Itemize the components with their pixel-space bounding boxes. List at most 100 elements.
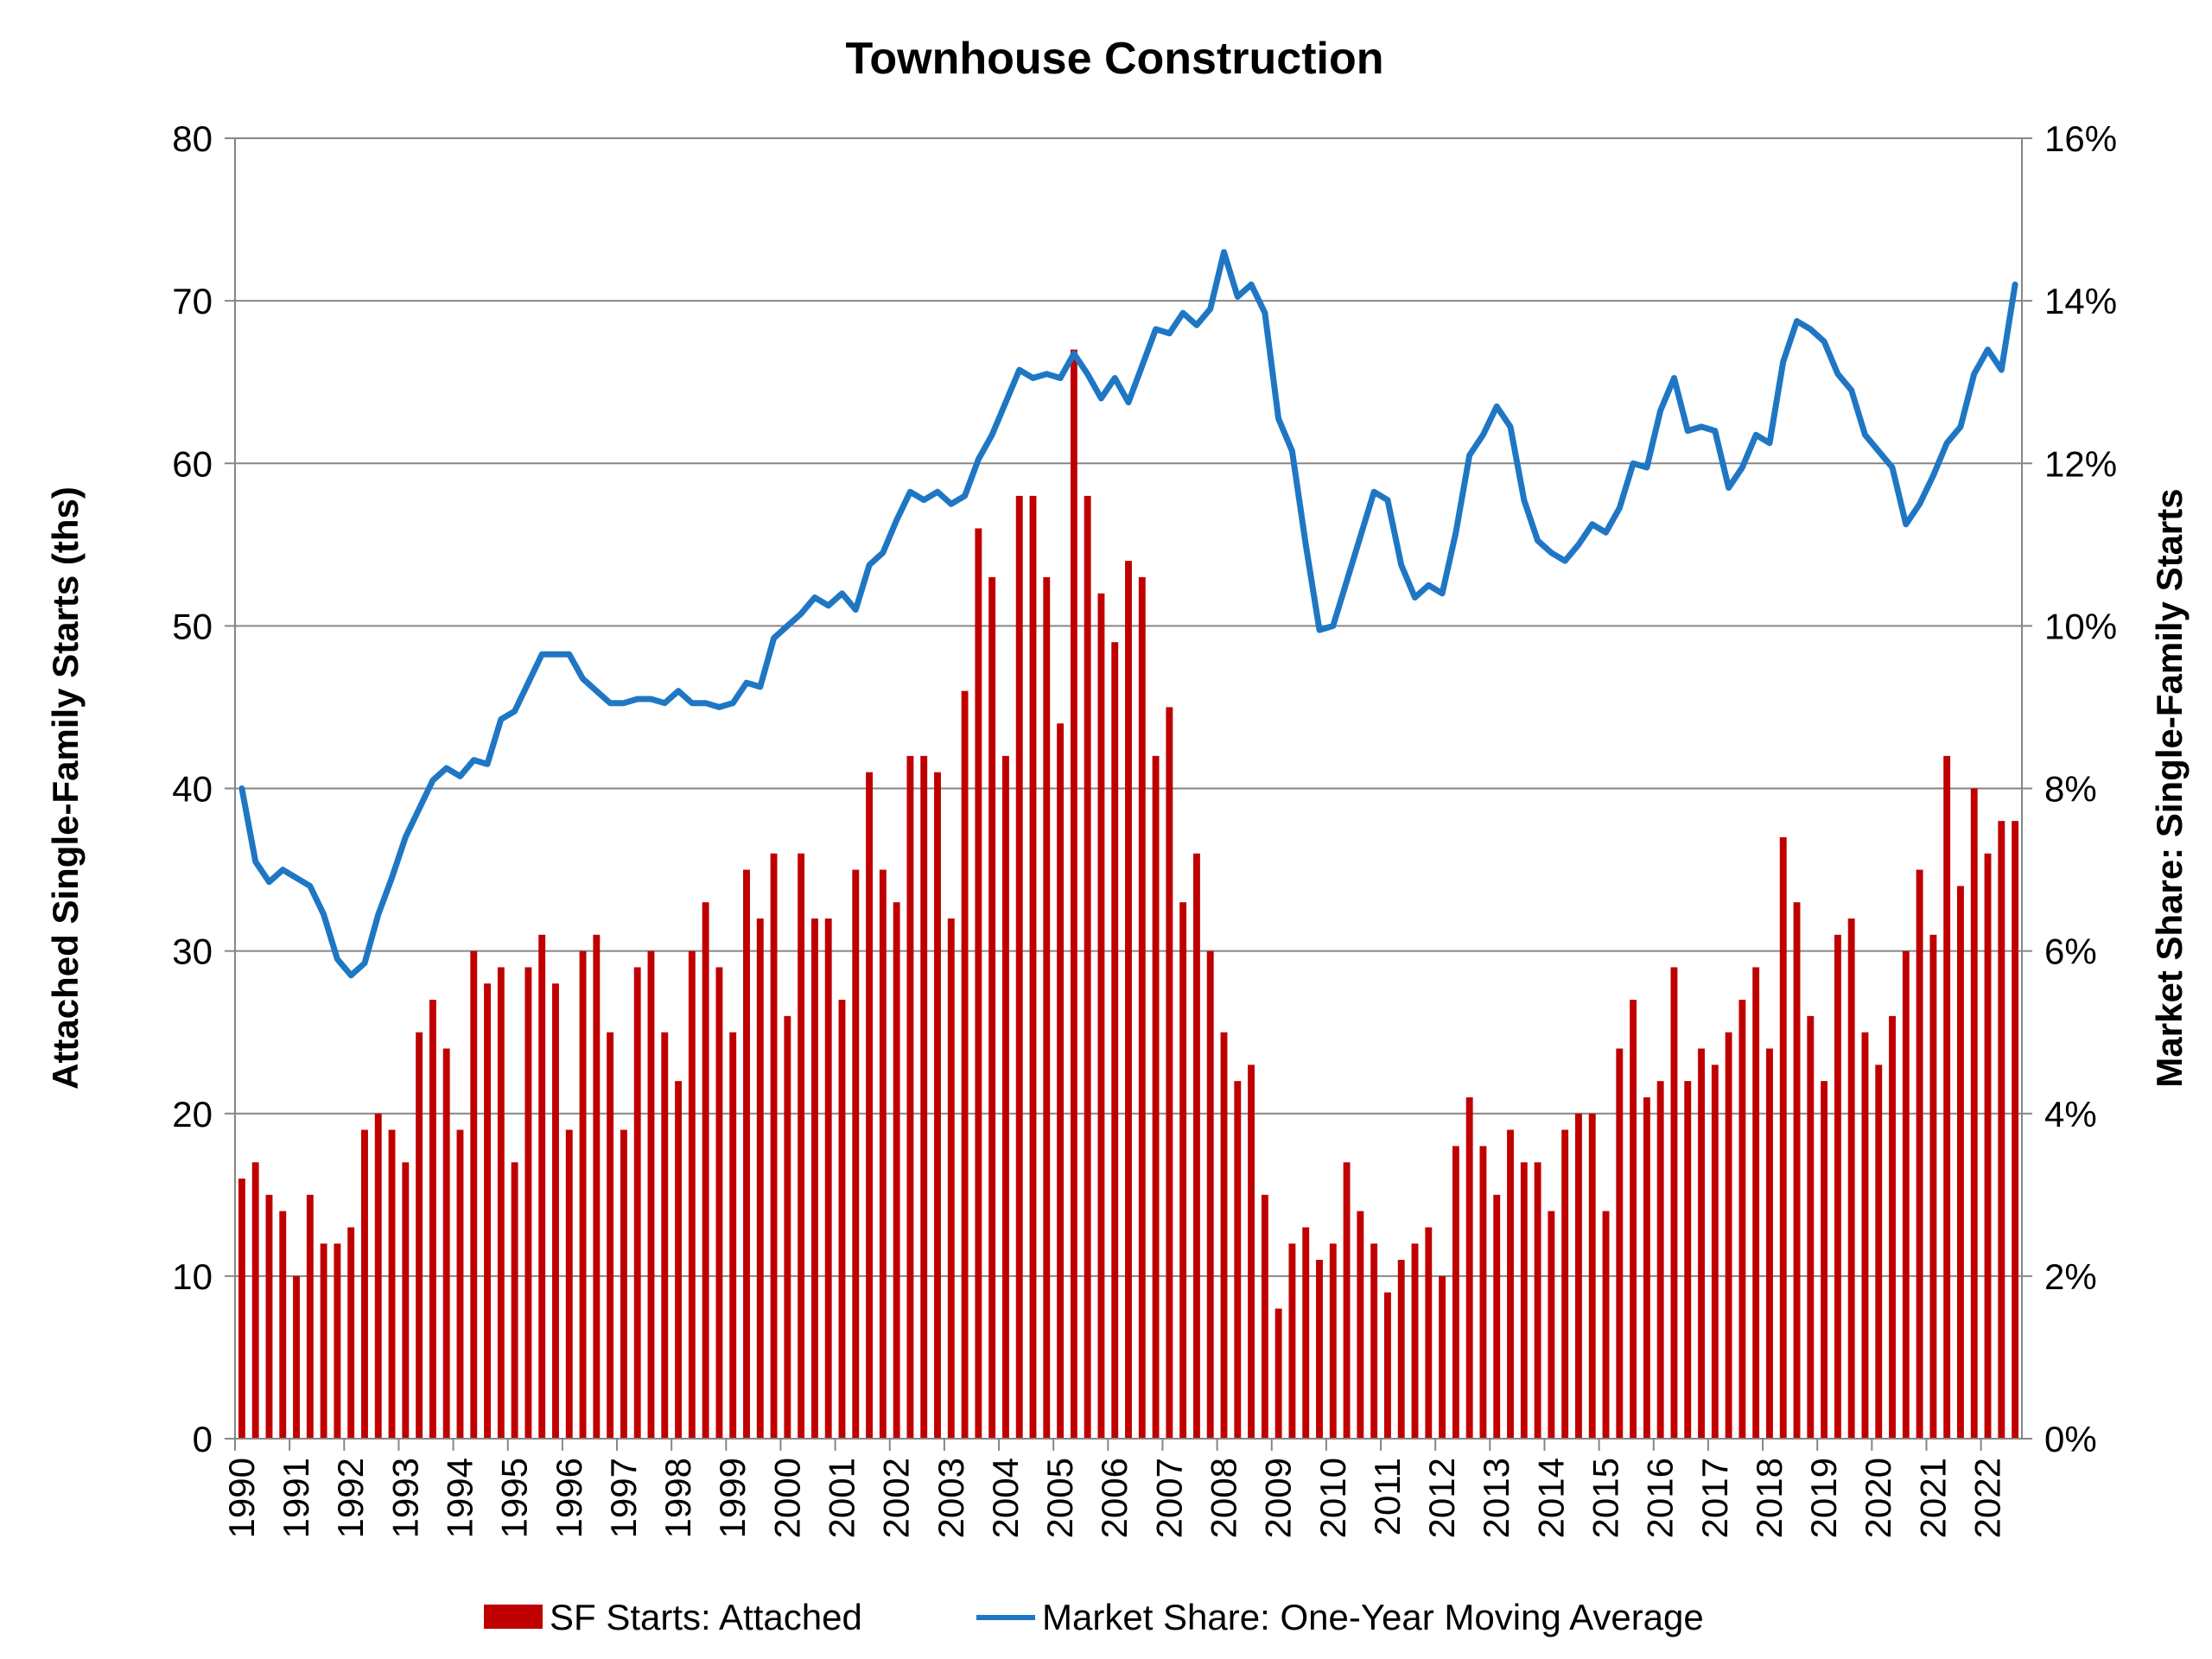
x-tick-label: 2017	[1694, 1458, 1735, 1538]
bar	[1465, 1096, 1473, 1439]
bar	[810, 918, 818, 1439]
bar	[1520, 1162, 1528, 1439]
bar	[1875, 1065, 1883, 1439]
bar	[1561, 1129, 1569, 1439]
bar	[1698, 1048, 1705, 1439]
y-right-tick-label: 16%	[2044, 118, 2117, 159]
bar	[633, 967, 641, 1439]
bar	[388, 1129, 396, 1439]
y-axis-left-label: Attached Single-Family Starts (ths)	[45, 486, 86, 1090]
bar	[1656, 1081, 1664, 1439]
bar	[1411, 1243, 1419, 1439]
y-axis-right-label: Market Share: Single-Family Starts	[2149, 488, 2190, 1087]
x-tick-label: 2000	[766, 1458, 807, 1538]
bar	[906, 755, 914, 1439]
chart-title: Townhouse Construction	[846, 34, 1384, 84]
bar	[702, 902, 709, 1439]
y-left-tick-label: 20	[172, 1094, 213, 1135]
bar	[1630, 1000, 1637, 1439]
bar	[1138, 576, 1146, 1439]
bar	[265, 1194, 273, 1439]
bar	[661, 1032, 669, 1439]
x-tick-label: 1994	[440, 1458, 480, 1538]
bar	[1383, 1292, 1391, 1439]
x-tick-label: 1996	[549, 1458, 589, 1538]
bar	[1711, 1065, 1719, 1439]
bar	[1861, 1032, 1869, 1439]
bar	[416, 1032, 423, 1439]
bar	[988, 576, 996, 1439]
bar	[347, 1227, 355, 1439]
bar	[1452, 1146, 1459, 1439]
bar	[1274, 1308, 1282, 1439]
x-tick-label: 2001	[822, 1458, 862, 1538]
bar	[607, 1032, 614, 1439]
bar	[1097, 593, 1105, 1439]
bar	[1288, 1243, 1296, 1439]
legend: SF Starts: Attached Market Share: One-Ye…	[484, 1597, 1704, 1637]
bar	[1929, 934, 1937, 1439]
legend-bar-swatch	[484, 1605, 543, 1629]
x-tick-label: 2010	[1313, 1458, 1353, 1538]
bar	[361, 1129, 368, 1439]
bar	[552, 983, 559, 1439]
bar	[1643, 1096, 1650, 1439]
bar	[715, 967, 723, 1439]
x-tick-label: 2012	[1421, 1458, 1462, 1538]
x-tick-label: 2009	[1258, 1458, 1299, 1538]
bar	[1793, 902, 1801, 1439]
bar	[1957, 886, 1964, 1439]
bar	[688, 950, 696, 1439]
x-tick-label: 2021	[1912, 1458, 1953, 1538]
x-tick-label: 1998	[658, 1458, 698, 1538]
y-left-tick-label: 40	[172, 769, 213, 810]
x-tick-label: 2018	[1749, 1458, 1789, 1538]
bar	[743, 869, 750, 1439]
y-left-tick-label: 80	[172, 118, 213, 159]
bar	[1001, 755, 1009, 1439]
bar	[1507, 1129, 1514, 1439]
bar	[647, 950, 655, 1439]
bar	[756, 918, 764, 1439]
bar	[524, 967, 532, 1439]
bar	[1234, 1081, 1242, 1439]
x-tick-label: 2007	[1148, 1458, 1189, 1538]
bar	[1425, 1227, 1433, 1439]
bar	[784, 1015, 791, 1439]
y-right-tick-label: 10%	[2044, 606, 2117, 646]
x-tick-label: 1999	[712, 1458, 753, 1538]
y-left-tick-label: 50	[172, 606, 213, 646]
bar	[1015, 495, 1023, 1439]
bar	[2012, 821, 2019, 1439]
bar	[838, 1000, 846, 1439]
bar	[920, 755, 928, 1439]
bar	[429, 1000, 436, 1439]
bar	[306, 1194, 314, 1439]
bar	[1834, 934, 1841, 1439]
bar	[1084, 495, 1091, 1439]
bar	[1493, 1194, 1501, 1439]
bar	[893, 902, 900, 1439]
bar	[961, 690, 969, 1439]
y-right-tick-label: 14%	[2044, 281, 2117, 321]
x-tick-label: 2006	[1094, 1458, 1135, 1538]
bar	[934, 772, 941, 1439]
bar	[1070, 349, 1077, 1439]
y-right-tick-label: 4%	[2044, 1094, 2097, 1135]
bar	[1152, 755, 1160, 1439]
bar	[1889, 1015, 1896, 1439]
bar	[675, 1081, 682, 1439]
bar	[1998, 821, 2005, 1439]
y-right-tick-label: 8%	[2044, 769, 2097, 810]
y-right-tick-label: 6%	[2044, 931, 2097, 972]
bar	[620, 1129, 627, 1439]
bar	[1479, 1146, 1487, 1439]
x-tick-label: 2016	[1640, 1458, 1681, 1538]
bar	[1575, 1113, 1582, 1439]
bar	[1821, 1081, 1828, 1439]
x-tick-label: 2008	[1204, 1458, 1244, 1538]
x-tick-label: 2005	[1039, 1458, 1080, 1538]
bar	[1029, 495, 1037, 1439]
bar	[1206, 950, 1214, 1439]
